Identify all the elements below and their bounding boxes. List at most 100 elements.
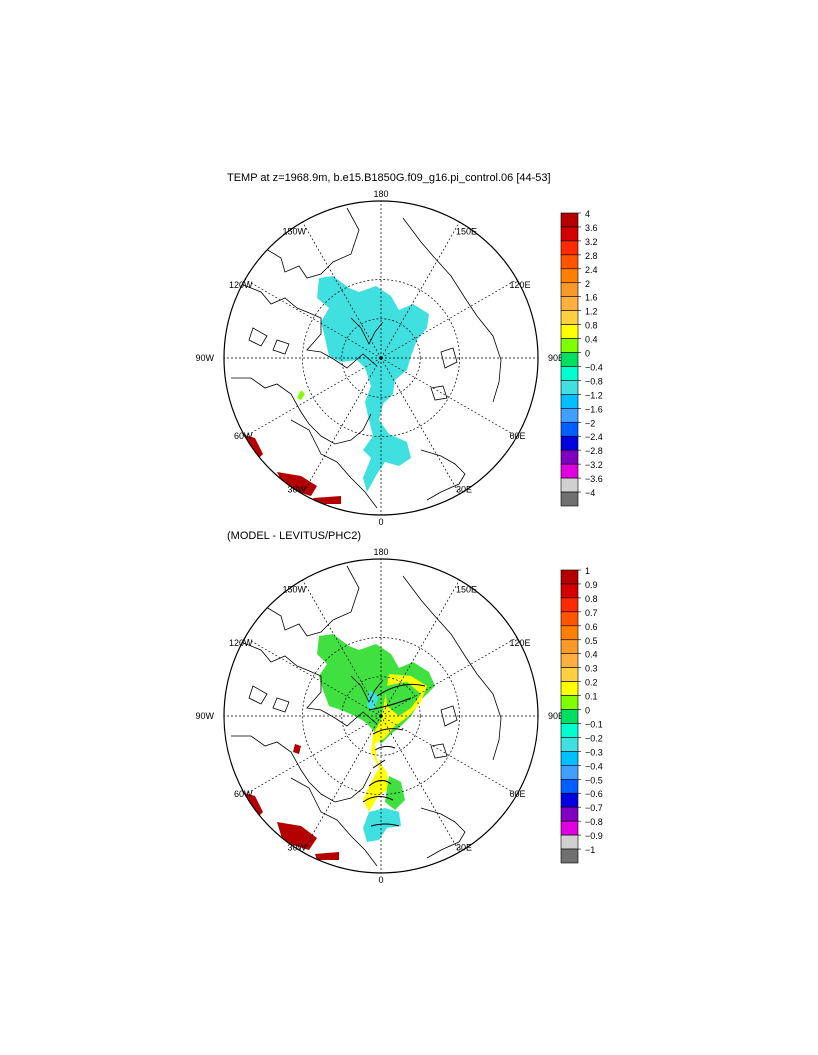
colorbar-cell	[560, 380, 579, 395]
colorbar-cell	[560, 282, 579, 298]
colorbar-cell	[560, 254, 579, 270]
colorbar-cell	[560, 338, 579, 353]
contour-line	[370, 823, 400, 827]
colorbar-cell	[560, 491, 579, 507]
longitude-label: 120E	[509, 280, 530, 290]
longitude-label: 180	[373, 189, 388, 199]
coastline	[350, 675, 384, 703]
contour-line	[376, 683, 426, 697]
colorbar-cell	[560, 240, 579, 256]
coastline	[272, 339, 290, 355]
data-region	[297, 390, 305, 400]
longitude-label: 120W	[229, 280, 253, 290]
colorbar-cell	[560, 569, 579, 585]
colorbar-label: −0.4	[585, 761, 603, 771]
contour-line	[374, 745, 396, 751]
colorbar-label: −0.6	[585, 789, 603, 799]
colorbar-cell	[560, 778, 579, 794]
contour-line	[362, 796, 394, 803]
colorbar-cell	[560, 625, 579, 641]
colorbar-cell	[560, 751, 579, 766]
colorbar-label: 0.6	[585, 622, 598, 632]
colorbar-label: 0.2	[585, 678, 598, 688]
colorbar-cell	[560, 477, 579, 493]
contour-line	[372, 728, 404, 735]
colorbar-label: 1.2	[585, 307, 598, 317]
colorbar-cell	[560, 583, 579, 599]
colorbar-label: 1	[585, 566, 590, 576]
longitude-label: 0	[378, 517, 383, 527]
coastline	[231, 377, 372, 445]
longitude-label: 90E	[548, 711, 564, 721]
colorbar-cell	[560, 435, 579, 451]
coastline	[430, 385, 448, 401]
colorbar-label: 0.4	[585, 335, 598, 345]
colorbar-label: −0.9	[585, 831, 603, 841]
colorbar-label: −1.2	[585, 390, 603, 400]
data-region	[363, 674, 427, 812]
coastline	[420, 449, 466, 501]
colorbar-cell	[560, 463, 579, 479]
data-region	[277, 472, 317, 496]
colorbar-label: 0.3	[585, 664, 598, 674]
longitude-label: 150E	[456, 585, 477, 595]
coastline	[420, 807, 466, 859]
colorbar-cell	[560, 611, 579, 627]
coastline	[402, 217, 502, 403]
colorbar-label: −3.2	[585, 460, 603, 470]
colorbar-label: 0	[585, 349, 590, 359]
coastline	[248, 327, 268, 347]
polar-map-panel-2: 180 150E 120E 90E 60E 30E 0 30W 60W 90W 120W 150W 1 0…	[195, 547, 602, 885]
longitude-label: 30E	[456, 484, 472, 494]
colorbar-label: −0.7	[585, 803, 603, 813]
longitude-label: 90W	[195, 353, 214, 363]
latitude-circle	[302, 279, 460, 437]
coastline	[350, 317, 384, 345]
data-region	[363, 808, 401, 842]
colorbar-cell	[560, 723, 579, 738]
colorbar-label: 1.6	[585, 293, 598, 303]
coastline	[240, 283, 378, 369]
colorbar-label: −0.4	[585, 362, 603, 372]
coastline	[240, 641, 378, 727]
colorbar-label: 0.8	[585, 594, 598, 604]
colorbar-label: 0.5	[585, 636, 598, 646]
panel1-title: TEMP at z=1968.9m, b.e15.B1850G.f09_g16.…	[227, 172, 551, 184]
longitude-label: 120W	[229, 638, 253, 648]
colorbar-label: 3.6	[585, 223, 598, 233]
latitude-circle	[341, 318, 421, 398]
colorbar-label: 0.1	[585, 692, 598, 702]
map-fill-group	[224, 201, 538, 515]
colorbar-label: 0.8	[585, 321, 598, 331]
longitude-label: 30W	[287, 842, 306, 852]
colorbar-label: −3.6	[585, 474, 603, 484]
colorbar-label: −0.8	[585, 817, 603, 827]
colorbar-cell	[560, 709, 579, 724]
coastline	[260, 565, 360, 637]
coastline	[290, 419, 378, 509]
panel2-title: (MODEL - LEVITUS/PHC2)	[227, 530, 362, 542]
colorbar-label: −2	[585, 418, 595, 428]
colorbar-cell	[560, 324, 579, 339]
contour-line	[368, 697, 412, 711]
data-region	[315, 852, 339, 860]
colorbar-label: −0.1	[585, 719, 603, 729]
colorbar-label: 3.2	[585, 237, 598, 247]
colorbar-cell	[560, 394, 579, 409]
polar-map-panel-1: 180 150E 120E 90E 60E 30E 0 30W 60W 90W 120W 150W 4 3…	[195, 189, 602, 527]
contour-line	[368, 780, 392, 787]
colorbar-label: −0.3	[585, 747, 603, 757]
colorbar-label: −2.4	[585, 432, 603, 442]
coastline	[430, 743, 448, 759]
longitude-label: 90W	[195, 711, 214, 721]
colorbar-cell	[560, 848, 579, 864]
colorbar-cell	[560, 597, 579, 613]
colorbar-cell	[560, 352, 579, 367]
colorbar-label: 0	[585, 706, 590, 716]
colorbar-label: −0.5	[585, 775, 603, 785]
colorbar-cell	[560, 695, 579, 710]
data-region	[313, 496, 341, 504]
longitude-label: 30E	[456, 842, 472, 852]
colorbar-cell	[560, 792, 579, 808]
